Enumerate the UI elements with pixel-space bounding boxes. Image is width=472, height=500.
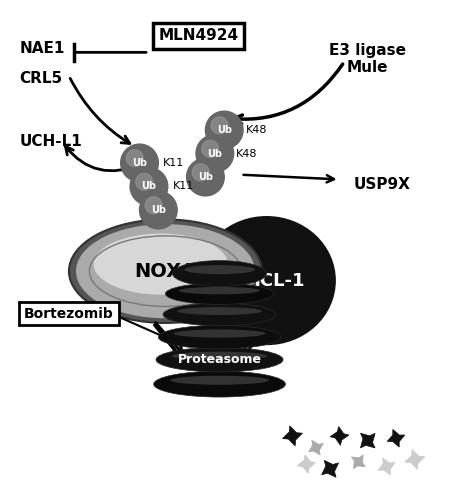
Ellipse shape [158, 326, 281, 349]
Text: K48: K48 [245, 125, 267, 135]
Ellipse shape [156, 348, 283, 372]
Ellipse shape [177, 307, 262, 315]
Text: MLN4924: MLN4924 [158, 28, 238, 44]
Circle shape [211, 117, 228, 134]
Circle shape [130, 168, 168, 205]
Ellipse shape [172, 352, 267, 360]
Text: NAE1: NAE1 [19, 40, 65, 56]
Ellipse shape [174, 330, 265, 338]
Ellipse shape [165, 283, 274, 304]
Circle shape [196, 134, 234, 172]
Polygon shape [378, 458, 395, 475]
Polygon shape [361, 434, 375, 448]
Text: Ub: Ub [207, 148, 222, 158]
Circle shape [192, 164, 209, 181]
Circle shape [136, 174, 153, 190]
Text: UCH-L1: UCH-L1 [19, 134, 82, 150]
Ellipse shape [69, 220, 262, 323]
Text: Ub: Ub [217, 125, 232, 135]
Text: Ub: Ub [151, 205, 166, 215]
Text: CRL5: CRL5 [19, 71, 63, 86]
Text: Ub: Ub [198, 172, 213, 182]
Text: K48: K48 [236, 148, 258, 158]
Ellipse shape [76, 224, 255, 318]
Text: Proteasome: Proteasome [177, 353, 261, 366]
Ellipse shape [170, 376, 269, 385]
Text: Ub: Ub [132, 158, 147, 168]
Polygon shape [297, 455, 316, 473]
Polygon shape [405, 450, 425, 469]
Text: NOXA: NOXA [134, 262, 196, 280]
Circle shape [202, 140, 219, 158]
Ellipse shape [198, 217, 335, 344]
Circle shape [140, 191, 177, 229]
Circle shape [145, 197, 162, 214]
Ellipse shape [154, 371, 286, 397]
Text: K11: K11 [172, 182, 194, 192]
Polygon shape [330, 426, 349, 446]
Polygon shape [352, 455, 365, 468]
Text: K11: K11 [163, 158, 184, 168]
Text: E3 ligase
Mule: E3 ligase Mule [329, 43, 406, 76]
Ellipse shape [163, 303, 276, 326]
Polygon shape [282, 426, 303, 446]
Polygon shape [387, 430, 405, 447]
Text: Ub: Ub [142, 182, 156, 192]
Ellipse shape [172, 260, 267, 286]
Polygon shape [321, 460, 338, 477]
Text: MCL-1: MCL-1 [243, 272, 305, 289]
Ellipse shape [93, 234, 228, 294]
Text: USP9X: USP9X [354, 176, 411, 192]
Circle shape [205, 111, 243, 149]
Circle shape [121, 144, 158, 182]
Circle shape [126, 150, 143, 166]
Text: Bortezomib: Bortezomib [24, 306, 114, 320]
Ellipse shape [184, 265, 255, 274]
Ellipse shape [179, 287, 260, 294]
Circle shape [186, 158, 224, 196]
Polygon shape [309, 440, 323, 455]
